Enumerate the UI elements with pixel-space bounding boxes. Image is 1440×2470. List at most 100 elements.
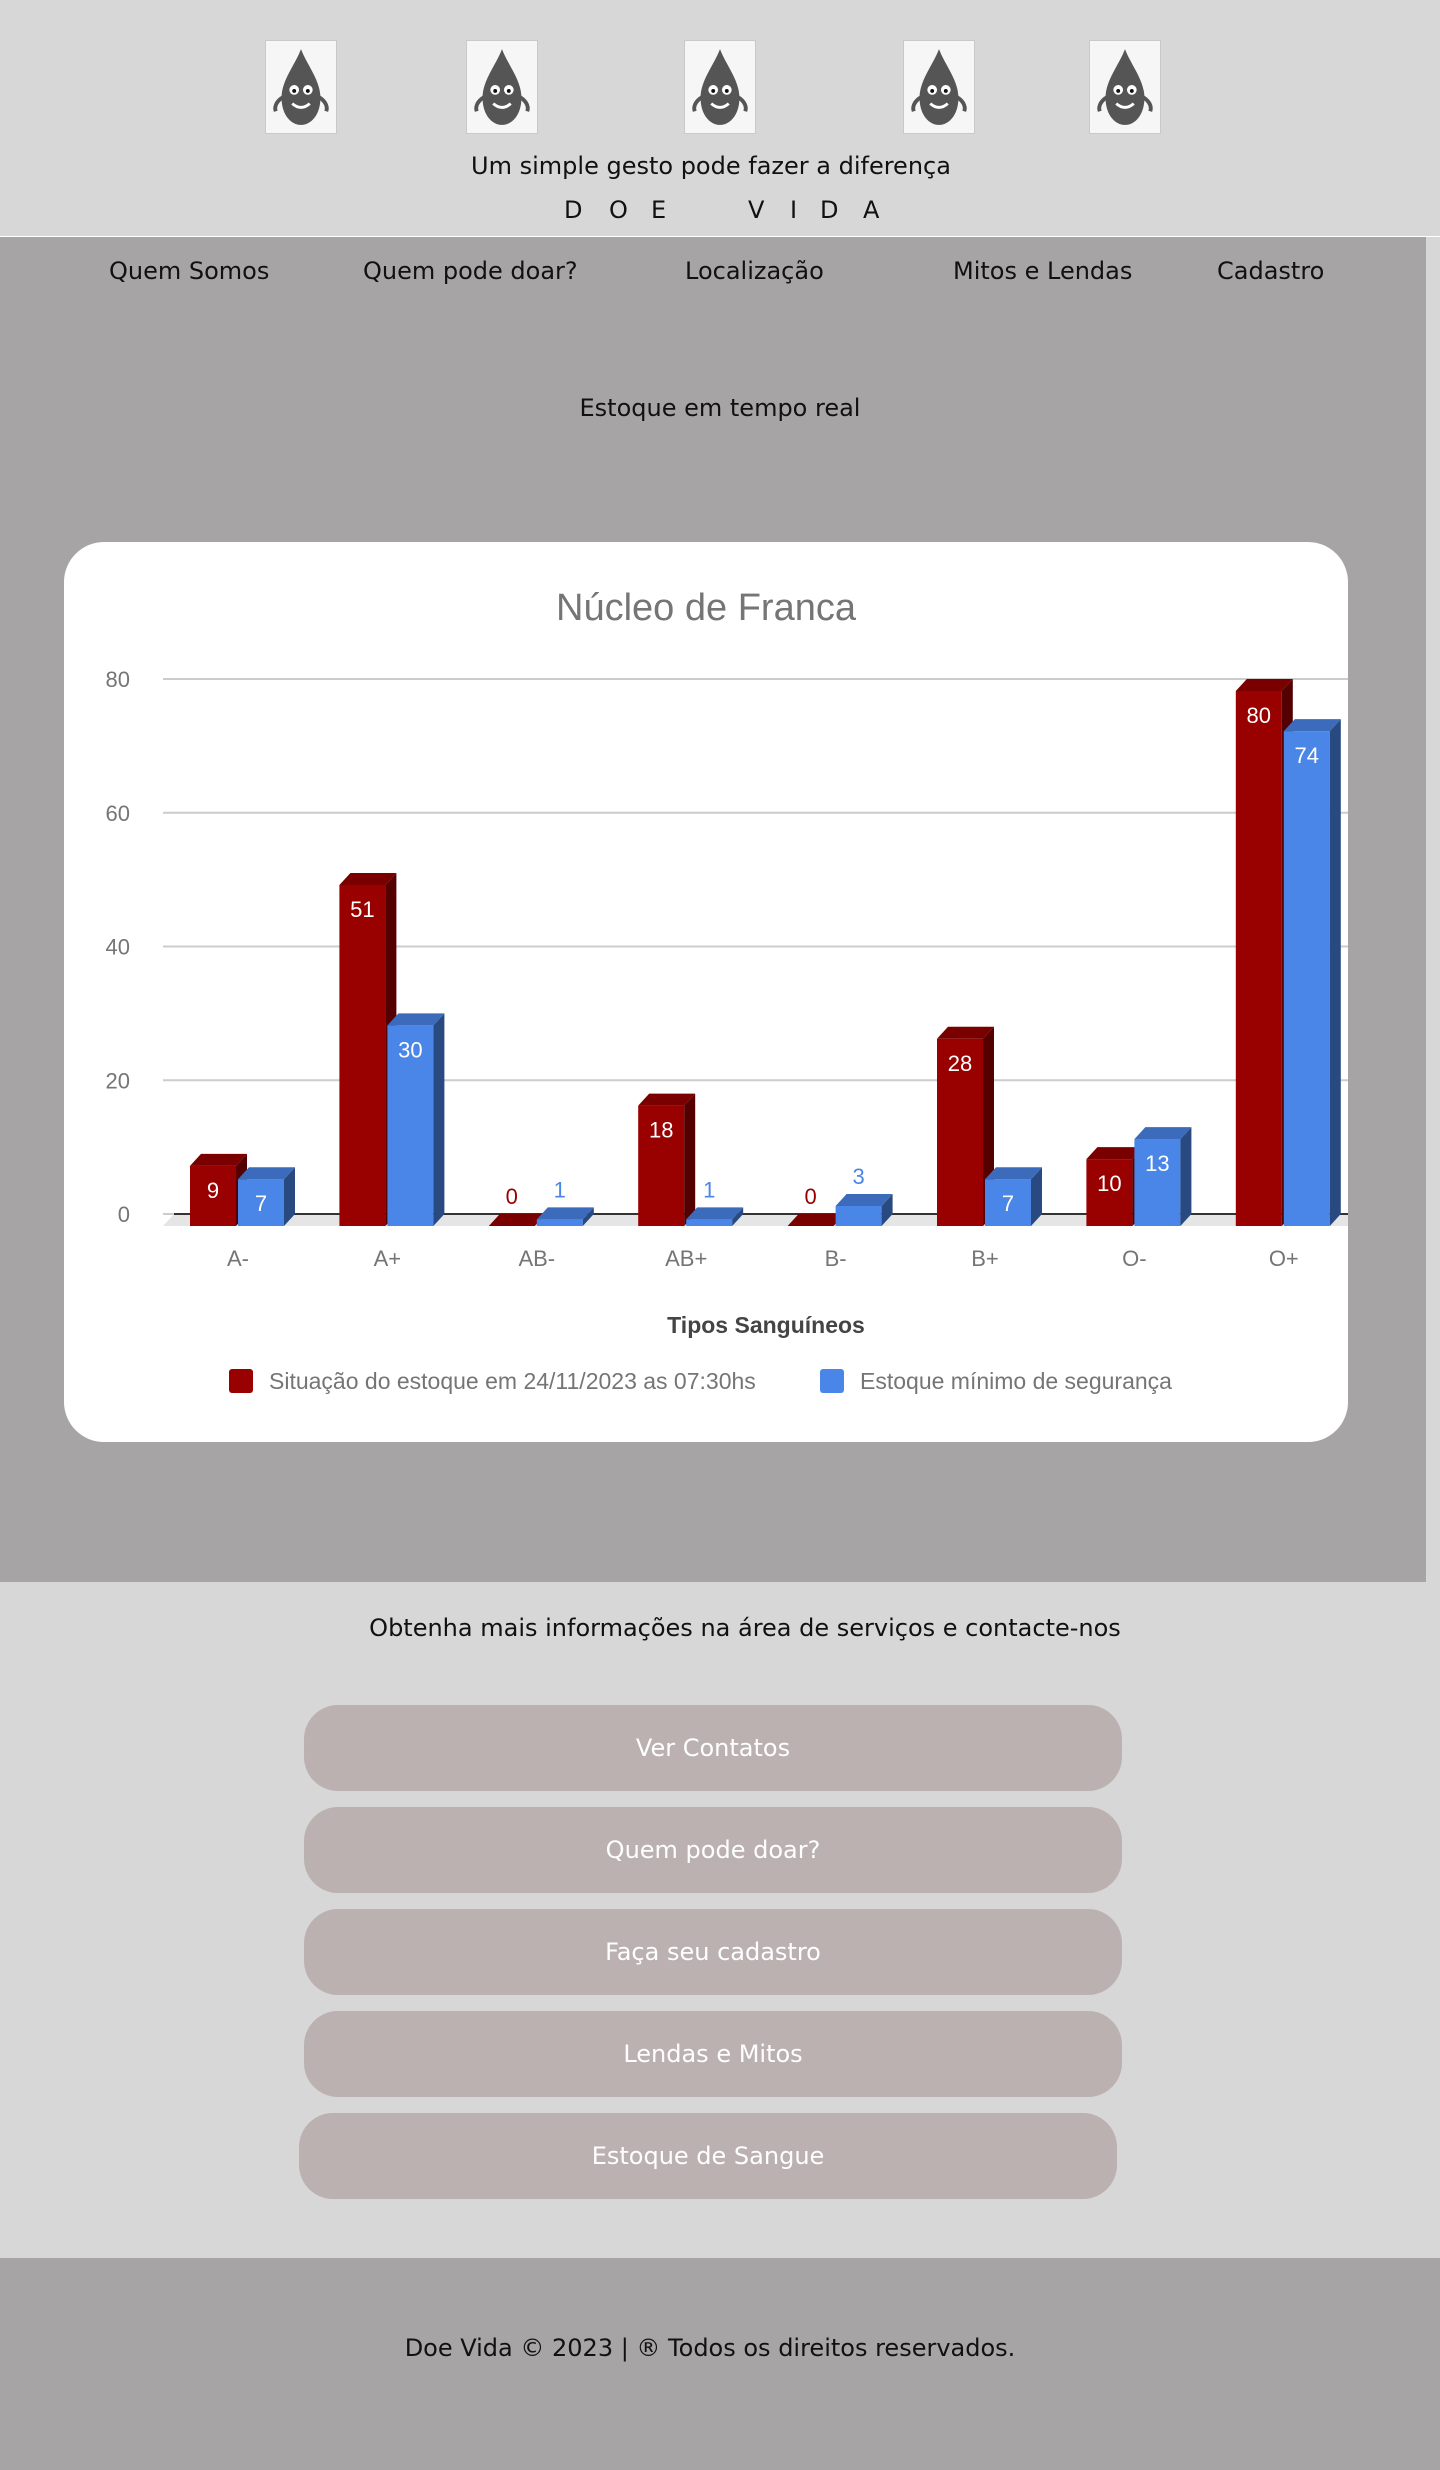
bar-A--1-top bbox=[238, 1167, 295, 1180]
bar-A+-1-side bbox=[433, 1013, 445, 1226]
lendas-e-mitos-button[interactable]: Lendas e Mitos bbox=[304, 2011, 1122, 2097]
bar-O--1 bbox=[1134, 1139, 1181, 1226]
x-tick-label: A- bbox=[227, 1246, 249, 1271]
legend-swatch bbox=[229, 1369, 253, 1393]
data-label: 0 bbox=[506, 1184, 518, 1209]
bar-AB+-1-side bbox=[732, 1207, 744, 1226]
bar-O+-0 bbox=[1235, 691, 1282, 1226]
blood-drop-mascot-logo bbox=[903, 40, 975, 134]
bar-B--0-top bbox=[787, 1214, 845, 1226]
site-footer bbox=[0, 2258, 1440, 2470]
quem-pode-doar-button[interactable]: Quem pode doar? bbox=[304, 1807, 1122, 1893]
estoque-de-sangue-button[interactable]: Estoque de Sangue bbox=[299, 2113, 1117, 2199]
brand-letter: A bbox=[863, 196, 880, 224]
legend-label: Estoque mínimo de segurança bbox=[860, 1368, 1172, 1394]
data-label: 1 bbox=[703, 1177, 715, 1202]
nav-item-cadastro[interactable]: Cadastro bbox=[1217, 257, 1325, 285]
bar-AB+-1-top bbox=[686, 1207, 744, 1220]
tagline: Um simple gesto pode fazer a diferença bbox=[471, 152, 951, 180]
footer-text: Doe Vida © 2023 | ® Todos os direitos re… bbox=[404, 2334, 1016, 2362]
bar-A--0 bbox=[190, 1165, 236, 1226]
info-text: Obtenha mais informações na área de serv… bbox=[369, 1614, 1121, 1642]
legend-label: Situação do estoque em 24/11/2023 as 07:… bbox=[269, 1368, 756, 1394]
blood-stock-chart: Núcleo de Franca 0 20 40 60 80 9 7 A- 51 30 A+ 0 1 AB-… bbox=[106, 587, 1348, 1394]
brand-letter: O bbox=[609, 196, 628, 224]
bar-B--1 bbox=[835, 1205, 882, 1226]
bar-O--0 bbox=[1086, 1159, 1133, 1226]
brand-letter: D bbox=[820, 196, 839, 224]
ver-contatos-button[interactable]: Ver Contatos bbox=[304, 1705, 1122, 1791]
bar-B--1-top bbox=[835, 1193, 893, 1206]
bar-B+-1-side bbox=[1031, 1167, 1042, 1226]
blood-drop-mascot-logo bbox=[265, 40, 337, 134]
bar-AB--1-top bbox=[536, 1207, 594, 1220]
blood-drop-mascot-logo bbox=[1089, 40, 1161, 134]
brand-letter: D bbox=[564, 196, 583, 224]
faca-seu-cadastro-button[interactable]: Faça seu cadastro bbox=[304, 1909, 1122, 1995]
bar-O--1-top bbox=[1134, 1127, 1192, 1140]
bar-AB+-0-side bbox=[684, 1093, 696, 1226]
x-tick-label: A+ bbox=[374, 1246, 402, 1271]
data-label: 1 bbox=[554, 1177, 566, 1202]
x-tick-label: AB+ bbox=[665, 1246, 707, 1271]
bar-AB--1-side bbox=[582, 1207, 594, 1226]
x-tick-label: AB- bbox=[518, 1246, 555, 1271]
bar-O+-1-side bbox=[1329, 719, 1341, 1226]
x-tick-label: B- bbox=[825, 1246, 847, 1271]
data-label: 10 bbox=[1097, 1171, 1121, 1196]
data-label: 30 bbox=[398, 1037, 422, 1062]
bar-AB+-0 bbox=[638, 1105, 685, 1226]
y-tick-label: 0 bbox=[118, 1202, 130, 1227]
blood-drop-mascot-logo bbox=[466, 40, 538, 134]
data-label: 51 bbox=[350, 897, 374, 922]
bar-B+-0-top bbox=[937, 1026, 994, 1039]
y-tick-label: 80 bbox=[106, 667, 130, 692]
data-label: 9 bbox=[207, 1178, 219, 1203]
y-tick-label: 20 bbox=[106, 1068, 130, 1093]
bar-A+-1-top bbox=[387, 1013, 445, 1026]
legend-swatch bbox=[820, 1369, 844, 1393]
data-label: 13 bbox=[1145, 1151, 1169, 1176]
chart-floor bbox=[163, 1214, 1348, 1226]
data-label: 80 bbox=[1247, 703, 1271, 728]
blood-drop-mascot-logo bbox=[684, 40, 756, 134]
data-label: 18 bbox=[649, 1118, 673, 1143]
header-divider bbox=[0, 236, 1440, 237]
bar-B--1-side bbox=[881, 1193, 893, 1226]
nav-item-quem-pode-doar[interactable]: Quem pode doar? bbox=[363, 257, 578, 285]
bar-A+-0 bbox=[339, 884, 386, 1226]
x-tick-label: O+ bbox=[1269, 1246, 1299, 1271]
chart-card: Núcleo de Franca 0 20 40 60 80 9 7 A- 51 30 A+ 0 1 AB-… bbox=[64, 542, 1348, 1442]
nav-item-mitos-e-lendas[interactable]: Mitos e Lendas bbox=[953, 257, 1133, 285]
bar-AB--1 bbox=[536, 1219, 583, 1226]
bar-AB--0-top bbox=[488, 1214, 546, 1226]
y-tick-label: 60 bbox=[106, 801, 130, 826]
bar-A--1-side bbox=[284, 1167, 295, 1226]
bar-O+-1-top bbox=[1283, 719, 1341, 732]
bar-AB+-1 bbox=[686, 1219, 733, 1226]
y-tick-label: 40 bbox=[106, 935, 130, 960]
brand-letter: V bbox=[748, 196, 765, 224]
bar-O--1-side bbox=[1180, 1127, 1192, 1226]
chart-title: Núcleo de Franca bbox=[556, 587, 857, 629]
bar-A--0-top bbox=[190, 1153, 247, 1166]
section-title: Estoque em tempo real bbox=[579, 394, 861, 422]
x-axis-label: Tipos Sanguíneos bbox=[667, 1312, 865, 1338]
bar-A--1 bbox=[238, 1179, 284, 1226]
bar-A+-0-top bbox=[339, 872, 397, 885]
brand-letter: E bbox=[651, 196, 667, 224]
bar-O--0-top bbox=[1086, 1147, 1144, 1160]
bar-B+-1 bbox=[985, 1179, 1031, 1226]
brand-letter: I bbox=[790, 196, 798, 224]
nav-item-localizacao[interactable]: Localização bbox=[685, 257, 824, 285]
bar-AB+-0-top bbox=[638, 1093, 696, 1106]
x-tick-label: O- bbox=[1122, 1246, 1146, 1271]
bar-B+-0 bbox=[937, 1038, 983, 1226]
x-tick-label: B+ bbox=[971, 1246, 999, 1271]
bar-O+-1 bbox=[1283, 731, 1330, 1226]
data-label: 7 bbox=[255, 1191, 267, 1216]
bar-B+-1-top bbox=[985, 1167, 1042, 1180]
nav-item-quem-somos[interactable]: Quem Somos bbox=[109, 257, 270, 285]
bar-O+-0-top bbox=[1235, 679, 1293, 691]
bar-A+-1 bbox=[387, 1025, 434, 1226]
